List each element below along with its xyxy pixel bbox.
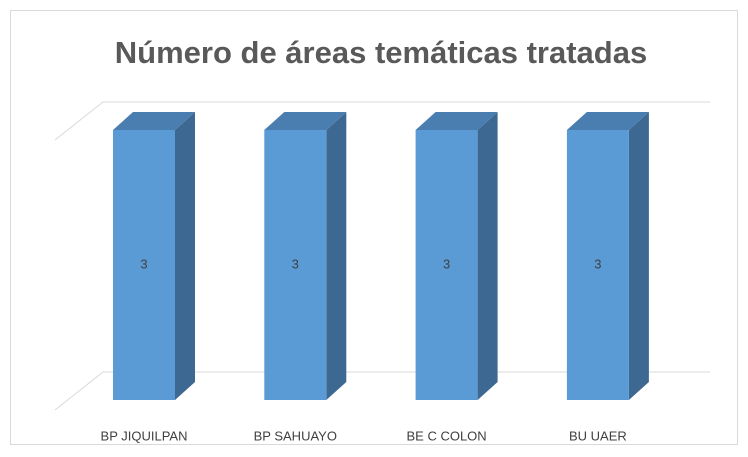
bar: [415, 130, 478, 400]
x-tick-label: BE C COLON: [407, 428, 487, 443]
bar-top: [113, 112, 195, 130]
bar-side: [175, 112, 195, 400]
x-tick-label: BU UAER: [569, 428, 627, 443]
bar: [566, 130, 629, 400]
bar: [113, 130, 175, 400]
bar-top: [264, 112, 347, 130]
grid-line: [54, 371, 710, 411]
bar-top: [566, 112, 649, 130]
bar: [264, 130, 327, 400]
x-tick-label: BP SAHUAYO: [254, 428, 337, 443]
bar-side: [477, 112, 498, 400]
data-label: 3: [292, 256, 299, 271]
grid-line: [54, 101, 710, 141]
data-label: 3: [140, 256, 147, 271]
data-label: 3: [443, 256, 450, 271]
chart-title: Número de áreas temáticas tratadas: [115, 35, 647, 70]
data-label: 3: [594, 256, 601, 271]
bar-side: [628, 112, 649, 400]
bar-side: [326, 112, 347, 400]
x-tick-label: BP JIQUILPAN: [101, 428, 188, 443]
bar-top: [415, 112, 498, 130]
